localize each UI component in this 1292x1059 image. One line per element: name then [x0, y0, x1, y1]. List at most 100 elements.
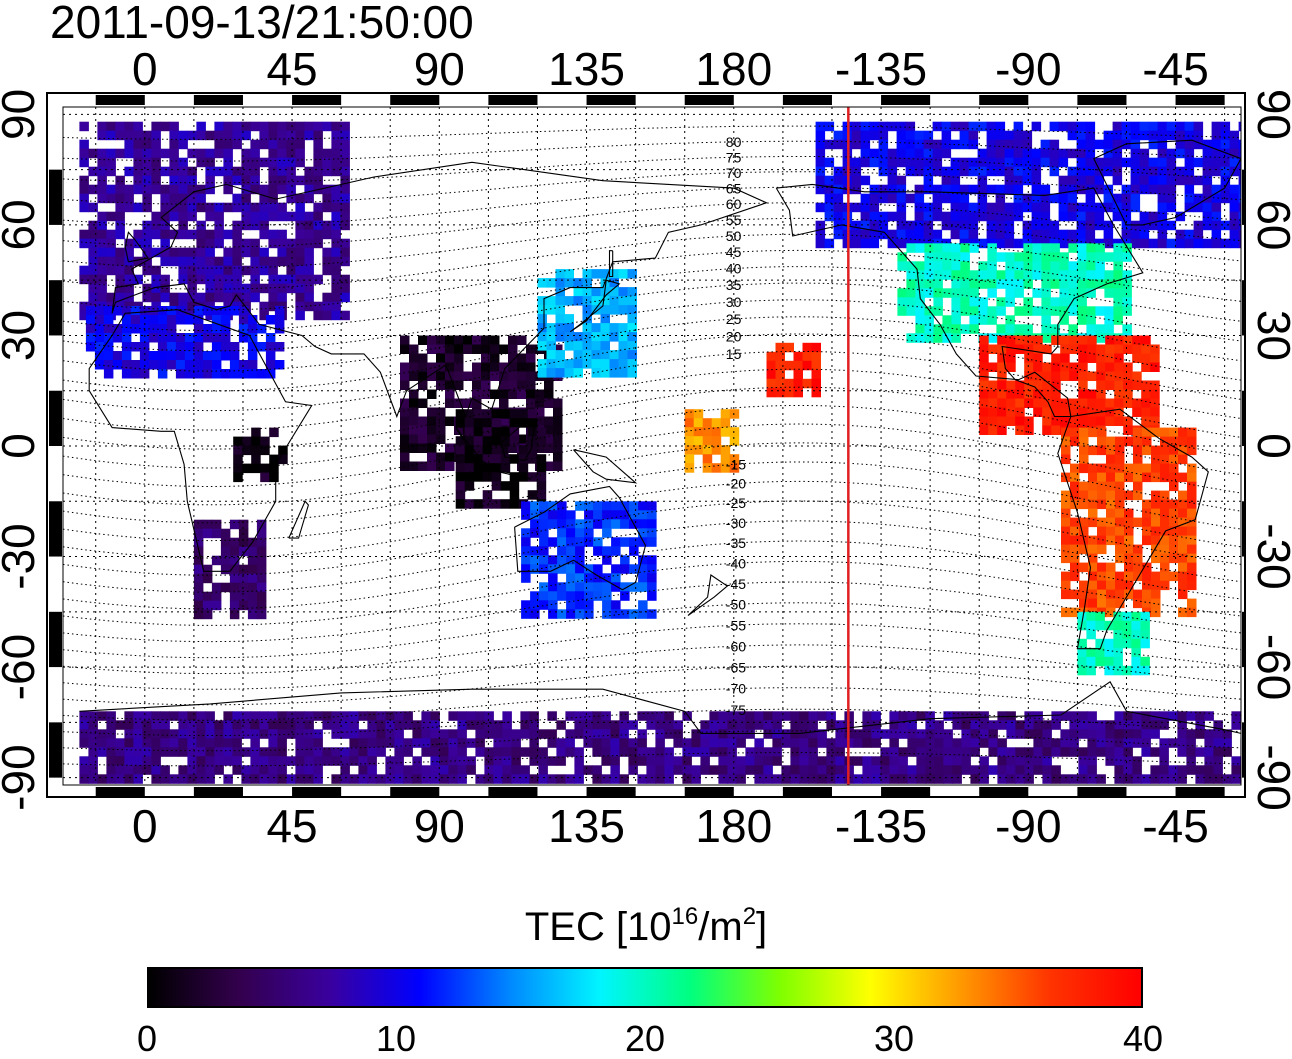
border-bar-top — [488, 95, 538, 105]
mlat-contour — [63, 299, 1241, 372]
bottom-lon-label: 135 — [548, 800, 625, 852]
colorbar-title: TEC [1016/m2] — [0, 904, 1292, 950]
border-bar-bottom — [488, 787, 538, 796]
coastline-8 — [569, 279, 621, 333]
mlat-label: 70 — [726, 165, 742, 181]
border-bar-bottom — [782, 787, 832, 796]
colorbar — [147, 967, 1143, 1008]
mlat-contour — [63, 350, 1241, 431]
right-lat-label: -60 — [1248, 634, 1292, 700]
coastline-layer — [79, 139, 1241, 734]
mlat-label: 40 — [726, 261, 742, 277]
mlat-contour — [63, 500, 1241, 576]
border-bar-top — [979, 95, 1029, 105]
bottom-lon-label: -135 — [835, 800, 927, 852]
coastline-14 — [608, 250, 614, 278]
left-lat-label: -30 — [0, 523, 44, 589]
mlat-label: 35 — [726, 277, 742, 293]
map-title: 2011-09-13/21:50:00 — [50, 0, 474, 48]
top-lon-label: -135 — [835, 43, 927, 95]
tec-region-central-america — [979, 335, 1160, 435]
colorbar-title-end: ] — [756, 905, 768, 949]
tec-map: 8075706560555045403530252015-15-20-25-30… — [0, 43, 1292, 852]
mlat-contour — [63, 368, 1241, 450]
mlat-label: 15 — [726, 346, 742, 362]
mlat-label: -30 — [726, 515, 746, 531]
map-inner-frame — [62, 106, 1242, 786]
axis-labels: 0 45 90 135 180 -135 -90 -450 45 90 135 180 -135 -90-… — [0, 43, 1292, 852]
bottom-lon-label: 180 — [695, 800, 772, 852]
left-lat-label: 60 — [0, 199, 44, 250]
mlat-contour — [63, 708, 1241, 736]
border-bar-bottom — [292, 787, 342, 796]
top-lon-label: 135 — [548, 43, 625, 95]
mlat-label: -25 — [726, 495, 746, 511]
mlat-label: 75 — [726, 149, 742, 165]
mlat-label: 45 — [726, 244, 742, 260]
mlat-contour — [63, 461, 1241, 542]
border-bar-top — [684, 95, 734, 105]
border-bar-top — [881, 95, 931, 105]
mlat-contour — [63, 386, 1241, 469]
coastline-13 — [573, 449, 638, 484]
border-bar-left — [49, 722, 62, 778]
border-bar-bottom — [1175, 787, 1225, 796]
bottom-lon-label: 0 — [132, 800, 158, 852]
mlat-contour — [63, 186, 1241, 227]
colorbar-title-unit: /m — [698, 905, 743, 949]
mlat-label: -40 — [726, 555, 746, 571]
coastline-7 — [687, 574, 729, 616]
colorbar-tick-label: 20 — [624, 1018, 666, 1059]
border-bar-bottom — [1077, 787, 1127, 796]
border-bar-left — [49, 390, 62, 446]
right-lat-label: 90 — [1248, 89, 1292, 140]
border-bar-right — [1242, 501, 1244, 557]
mlat-label: 60 — [726, 196, 742, 212]
bottom-lon-label: 90 — [414, 800, 465, 852]
left-lat-label: 0 — [0, 433, 44, 459]
mlat-contour — [63, 156, 1241, 184]
mlat-label: 30 — [726, 294, 742, 310]
border-bar-top — [1175, 95, 1225, 105]
bottom-lon-label: -45 — [1142, 800, 1208, 852]
top-lon-label: 45 — [266, 43, 317, 95]
border-bar-top — [193, 95, 243, 105]
mlat-contour — [63, 581, 1241, 643]
top-lon-label: 180 — [695, 43, 772, 95]
border-bar-right — [1242, 280, 1244, 336]
coastline-0 — [88, 309, 313, 572]
right-lat-label: 60 — [1248, 199, 1292, 250]
mlat-label: 55 — [726, 212, 742, 228]
top-lon-label: 0 — [132, 43, 158, 95]
border-bar-right — [1242, 722, 1244, 778]
mlat-label: -65 — [726, 659, 746, 675]
right-lat-label: -90 — [1248, 744, 1292, 810]
colorbar-tick-label: 30 — [873, 1018, 915, 1059]
border-bar-top — [292, 95, 342, 105]
border-bar-bottom — [586, 787, 636, 796]
left-lat-label: 90 — [0, 89, 44, 140]
map-frame — [46, 92, 1246, 798]
mlat-label: -50 — [726, 596, 746, 612]
coastline-12 — [500, 419, 535, 462]
mlat-label: 20 — [726, 328, 742, 344]
colorbar-tick-label: 10 — [375, 1018, 417, 1059]
mlat-contour — [63, 333, 1241, 412]
border-bar-right — [1242, 390, 1244, 446]
colorbar-title-main: TEC [10 — [524, 905, 672, 949]
top-lon-label: -45 — [1142, 43, 1208, 95]
tec-region-pacific-mid — [684, 409, 740, 473]
right-lat-label: 0 — [1248, 433, 1292, 459]
left-lat-label: -60 — [0, 634, 44, 700]
mlat-label: -45 — [726, 576, 746, 592]
border-bar-bottom — [881, 787, 931, 796]
border-bar-bottom — [193, 787, 243, 796]
mlat-label: 80 — [726, 134, 742, 150]
border-bar-top — [390, 95, 440, 105]
border-bar-top — [586, 95, 636, 105]
graticule — [63, 107, 1241, 785]
border-bar-bottom — [390, 787, 440, 796]
border-bar-left — [49, 280, 62, 336]
coastline-5 — [1093, 139, 1241, 226]
tec-region-africa-central-dark — [233, 427, 288, 483]
